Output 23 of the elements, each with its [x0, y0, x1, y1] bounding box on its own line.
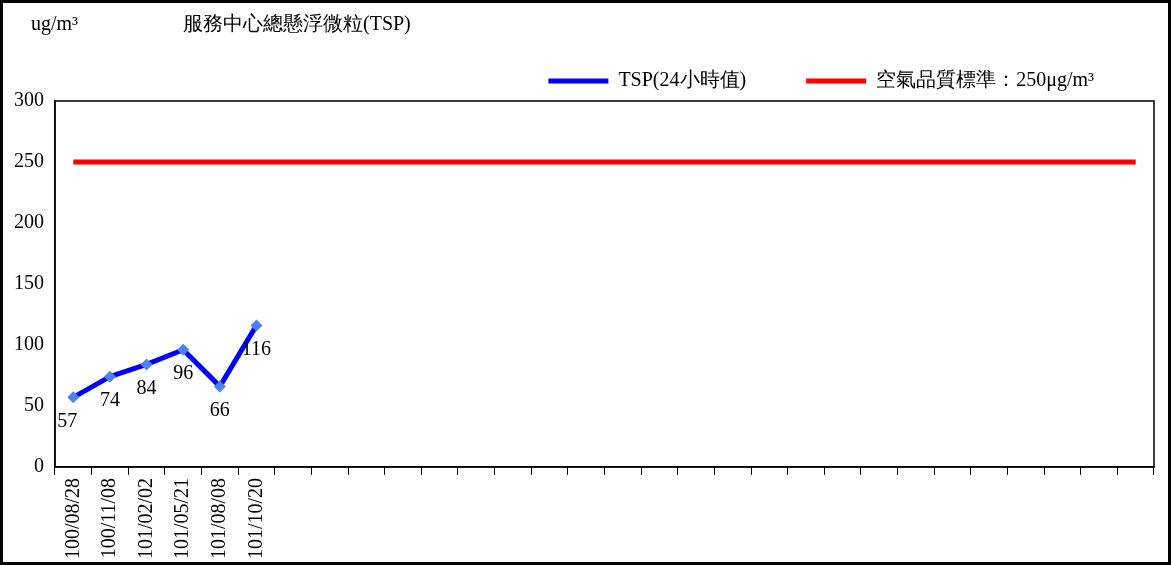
x-tick-label: 101/10/20 [243, 477, 266, 560]
y-tick-label: 200 [14, 210, 44, 233]
y-tick-label: 50 [24, 393, 44, 416]
data-label: 57 [57, 408, 78, 431]
legend-label: TSP(24小時值) [618, 68, 747, 92]
y-tick-label: 100 [14, 332, 44, 355]
y-tick-label: 0 [34, 454, 44, 477]
x-tick-label: 101/02/02 [133, 477, 156, 560]
data-label: 96 [173, 361, 194, 384]
y-tick-label: 150 [14, 271, 44, 294]
y-tick-label: 300 [14, 88, 44, 111]
x-tick-label: 101/05/21 [170, 477, 193, 560]
data-label: 116 [241, 336, 272, 359]
x-tick-label: 100/08/28 [60, 477, 83, 560]
data-label: 84 [136, 375, 157, 398]
data-label: 66 [209, 397, 230, 420]
data-label: 74 [99, 387, 120, 410]
y-tick-label: 250 [14, 149, 44, 172]
chart-title: 服務中心總懸浮微粒(TSP) [183, 12, 411, 36]
legend-label: 空氣品質標準：250μg/m³ [876, 68, 1095, 92]
y-axis-title: ug/m³ [31, 12, 79, 36]
x-tick-label: 100/11/08 [97, 477, 120, 559]
x-tick-label: 101/08/08 [207, 477, 230, 560]
